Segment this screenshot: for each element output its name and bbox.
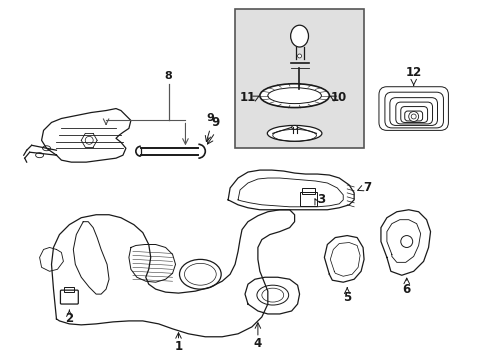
Circle shape (297, 54, 301, 58)
Circle shape (408, 112, 418, 121)
Bar (299, 192, 317, 206)
Text: 5: 5 (343, 291, 350, 303)
Text: 1: 1 (174, 340, 182, 353)
Text: 8: 8 (164, 71, 172, 81)
Text: 4: 4 (253, 337, 262, 350)
Text: 9: 9 (206, 113, 214, 123)
Text: 7: 7 (362, 181, 370, 194)
Ellipse shape (267, 125, 321, 141)
Bar (301, 188, 315, 194)
Text: 3: 3 (317, 193, 325, 206)
Text: 9: 9 (211, 116, 219, 129)
Text: 6: 6 (402, 283, 410, 296)
Bar (235, 9, 364, 148)
Text: 2: 2 (65, 312, 73, 325)
Ellipse shape (290, 25, 308, 47)
Circle shape (410, 114, 415, 119)
Ellipse shape (291, 125, 297, 129)
Text: 11: 11 (239, 91, 256, 104)
Bar (64, 287, 74, 292)
Ellipse shape (259, 84, 328, 108)
Text: 10: 10 (330, 91, 346, 104)
Text: 12: 12 (405, 66, 421, 79)
